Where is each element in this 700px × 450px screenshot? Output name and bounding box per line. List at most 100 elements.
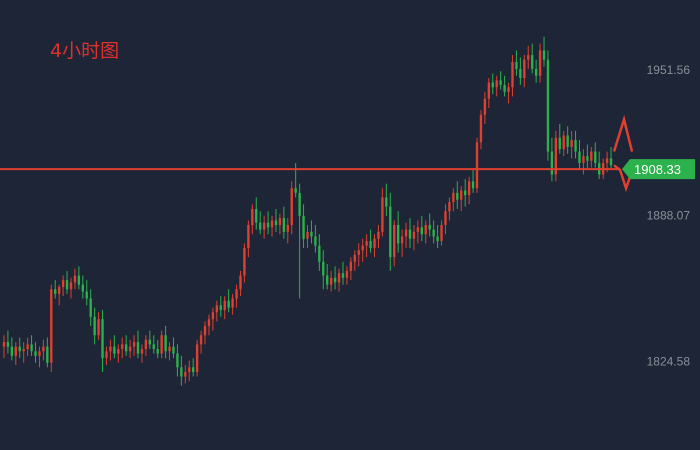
candle-15	[61, 275, 65, 297]
candle-body	[460, 190, 463, 200]
candle-body	[54, 289, 57, 294]
candle-body	[124, 344, 128, 352]
candle-body	[436, 236, 439, 242]
candle-body	[349, 261, 353, 271]
candle-105	[416, 220, 420, 244]
candle-body	[290, 188, 293, 225]
candle-92	[365, 234, 368, 258]
candle-body	[14, 346, 17, 356]
candle-55	[219, 296, 222, 317]
candle-body	[609, 158, 613, 166]
candle-body	[400, 236, 404, 244]
candle-42	[168, 342, 171, 361]
candle-body	[538, 50, 542, 76]
candle-body	[203, 326, 207, 336]
candle-69	[274, 208, 278, 232]
candle-25	[101, 309, 104, 372]
candle-47	[188, 360, 191, 382]
candle-body	[499, 80, 502, 85]
candle-body	[93, 316, 96, 336]
candle-22	[89, 289, 92, 327]
candle-66	[262, 215, 266, 239]
candle-147	[582, 149, 585, 175]
candle-body	[38, 351, 41, 356]
candle-149	[590, 146, 593, 168]
candle-114	[452, 188, 455, 212]
candle-93	[369, 229, 372, 253]
candle-body	[424, 225, 427, 235]
candle-body	[534, 68, 538, 76]
candle-38	[152, 335, 155, 354]
candle-body	[527, 55, 530, 60]
candle-21	[85, 280, 88, 306]
candle-142	[562, 130, 565, 157]
candle-123	[487, 78, 491, 108]
candle-body	[479, 114, 483, 143]
candle-body	[408, 229, 412, 239]
candle-87	[345, 266, 349, 285]
candle-67	[266, 211, 270, 235]
candle-body	[515, 61, 518, 69]
candle-body	[554, 137, 558, 175]
candle-body	[511, 61, 514, 88]
candle-body	[42, 346, 45, 352]
candle-111	[440, 220, 443, 246]
candle-46	[184, 365, 187, 384]
candle-86	[341, 261, 345, 285]
candle-body	[353, 254, 356, 262]
candle-body	[298, 192, 301, 216]
candle-body	[26, 344, 29, 349]
candle-body	[65, 280, 69, 290]
candle-95	[377, 225, 380, 248]
candle-57	[227, 289, 230, 313]
candle-body	[428, 225, 431, 230]
candle-80	[318, 234, 321, 271]
candle-99	[393, 220, 396, 267]
y-tick-label-1: 1888.07	[647, 209, 691, 223]
candle-body	[136, 342, 140, 354]
candle-body	[605, 158, 609, 164]
y-tick-label-2: 1824.58	[647, 354, 691, 368]
candle-109	[432, 220, 435, 244]
candle-107	[424, 220, 427, 244]
candle-45	[180, 355, 183, 386]
candle-113	[448, 197, 451, 221]
candle-33	[132, 335, 136, 356]
candle-body	[310, 231, 313, 237]
candle-70	[278, 213, 282, 235]
candle-37	[148, 330, 152, 349]
candle-78	[310, 220, 313, 244]
candle-36	[144, 335, 148, 356]
candle-9	[38, 346, 41, 368]
candle-body	[172, 346, 175, 354]
candle-body	[341, 273, 345, 278]
candle-65	[259, 211, 262, 235]
candle-body	[456, 192, 459, 200]
candle-body	[294, 188, 297, 193]
candle-140	[554, 130, 558, 182]
candle-72	[286, 218, 289, 244]
candle-73	[290, 181, 293, 235]
candle-139	[550, 137, 554, 182]
candle-82	[326, 264, 329, 290]
candle-16	[65, 270, 69, 294]
candle-body	[160, 335, 163, 354]
candle-body	[373, 238, 376, 248]
candle-104	[412, 225, 416, 251]
candle-body	[432, 229, 435, 237]
chart-title: 4小时图	[50, 40, 120, 62]
candle-body	[180, 367, 183, 377]
candle-54	[215, 300, 219, 322]
candle-body	[333, 277, 337, 283]
candle-85	[337, 268, 341, 292]
candle-body	[140, 348, 144, 354]
candle-59	[235, 284, 238, 308]
candle-body	[558, 137, 561, 150]
candle-body	[393, 225, 396, 258]
candle-body	[85, 291, 88, 299]
candle-body	[259, 222, 262, 230]
candle-body	[337, 273, 341, 283]
candle-28	[113, 335, 116, 359]
candle-body	[10, 346, 14, 356]
